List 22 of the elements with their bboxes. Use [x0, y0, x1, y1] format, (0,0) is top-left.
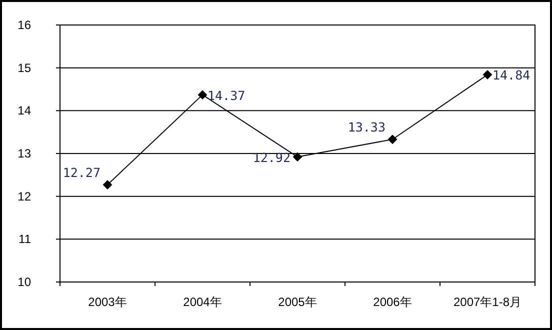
y-tick-label: 16	[18, 18, 32, 32]
point	[293, 152, 302, 162]
x-tick-label: 2005年	[278, 295, 317, 309]
x-tick-label: 2004年	[183, 295, 222, 309]
point	[483, 70, 492, 80]
y-tick-label: 12	[18, 189, 32, 204]
data-label: 13.33	[348, 119, 386, 134]
x-tick-label: 2007年1-8月	[453, 295, 522, 309]
data-label: 12.27	[62, 164, 100, 180]
point	[198, 90, 207, 100]
y-tick-label: 11	[18, 232, 32, 246]
data-label: 12.92	[252, 150, 290, 165]
y-tick-label: 10	[18, 275, 32, 289]
data-label: 14.84	[492, 68, 530, 83]
x-tick-label: 2006年	[373, 295, 412, 309]
y-tick-label: 15	[18, 60, 32, 75]
y-tick-label: 13	[18, 146, 32, 160]
point	[103, 180, 112, 190]
y-tick-label: 14	[18, 104, 32, 118]
x-tick-label: 2003年	[88, 295, 127, 309]
point	[388, 134, 397, 144]
data-label: 14.37	[208, 88, 246, 103]
